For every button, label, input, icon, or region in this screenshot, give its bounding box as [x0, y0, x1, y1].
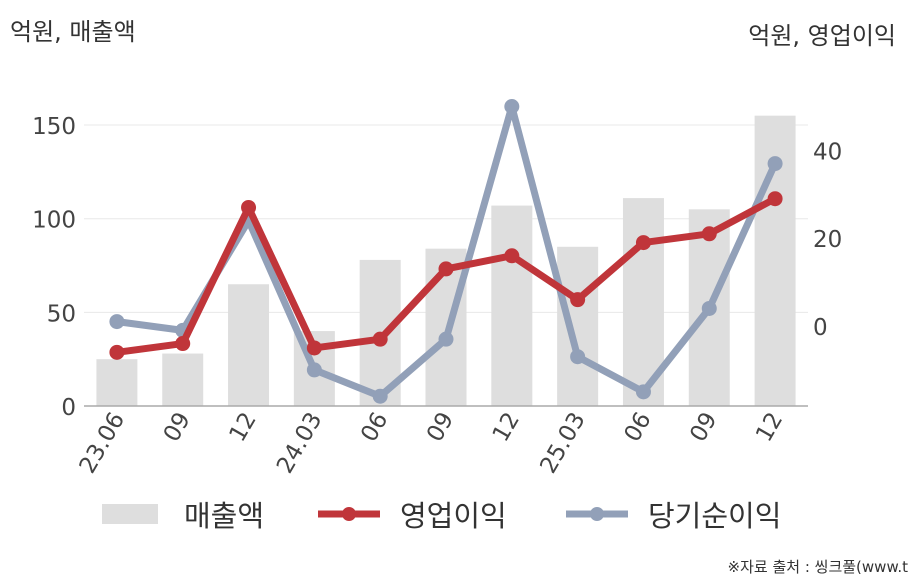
x-tick-label: 12: [225, 408, 262, 446]
y-left-tick-label: 0: [61, 395, 76, 421]
point-operating-profit: [767, 191, 783, 207]
source-note: ※자료 출처 : 씽크풀(www.t: [727, 558, 908, 576]
point-net-income: [306, 362, 322, 378]
legend-swatch-net: [566, 507, 628, 521]
legend-label-net: 당기순이익: [648, 499, 782, 533]
x-tick-label: 09: [422, 408, 459, 446]
bar-revenue: [491, 205, 533, 406]
x-tick-label: 23.06: [75, 408, 130, 478]
bar-revenue: [228, 284, 270, 406]
point-net-income: [570, 349, 586, 365]
x-tick-label: 09: [159, 408, 196, 446]
y-left-tick-label: 100: [32, 208, 76, 234]
point-operating-profit: [570, 292, 586, 308]
combo-chart: 0 50 100 150 0 20 40 23.06 09 12 24.03 06 09 12 25.03 0…: [32, 99, 842, 478]
legend: 매출액 영업이익 당기순이익: [0, 492, 908, 536]
point-net-income: [701, 300, 717, 316]
legend-item-operating: 영업이익: [318, 492, 507, 536]
point-operating-profit: [241, 199, 257, 215]
point-net-income: [438, 331, 454, 347]
point-net-income: [767, 156, 783, 172]
y-right-tick-label: 40: [813, 139, 842, 165]
legend-label-operating: 영업이익: [400, 499, 507, 533]
point-operating-profit: [635, 235, 651, 251]
x-tick-label: 12: [488, 408, 525, 446]
x-tick-label: 24.03: [272, 408, 327, 478]
point-operating-profit: [109, 344, 125, 360]
x-tick-label: 12: [751, 408, 788, 446]
point-operating-profit: [306, 340, 322, 356]
y-left-tick-label: 50: [47, 301, 76, 327]
left-axis-unit: 억원, 매출액: [10, 18, 136, 46]
bar-revenue: [557, 246, 599, 406]
x-tick-label: 06: [356, 408, 393, 446]
point-operating-profit: [175, 336, 191, 352]
x-tick-label: 09: [685, 408, 722, 446]
legend-label-revenue: 매출액: [184, 499, 265, 533]
point-operating-profit: [504, 248, 520, 264]
point-net-income: [109, 314, 125, 330]
point-operating-profit: [438, 261, 454, 277]
bar-revenue: [96, 359, 138, 406]
legend-swatch-operating: [318, 507, 380, 521]
legend-swatch-revenue: [102, 504, 158, 524]
y-right-tick-label: 0: [813, 315, 828, 341]
right-axis-unit: 억원, 영업이익: [748, 22, 896, 50]
y-right-tick-label: 20: [813, 227, 842, 253]
point-operating-profit: [701, 226, 717, 242]
y-left-tick-label: 150: [32, 114, 76, 140]
point-net-income: [635, 384, 651, 400]
x-tick-label: 25.03: [535, 408, 590, 478]
legend-item-revenue: 매출액: [102, 492, 264, 536]
legend-item-net: 당기순이익: [566, 492, 781, 536]
bar-revenue: [162, 353, 204, 406]
x-tick-label: 06: [619, 408, 656, 446]
point-net-income: [504, 99, 520, 114]
point-operating-profit: [372, 331, 388, 347]
point-net-income: [372, 388, 388, 404]
